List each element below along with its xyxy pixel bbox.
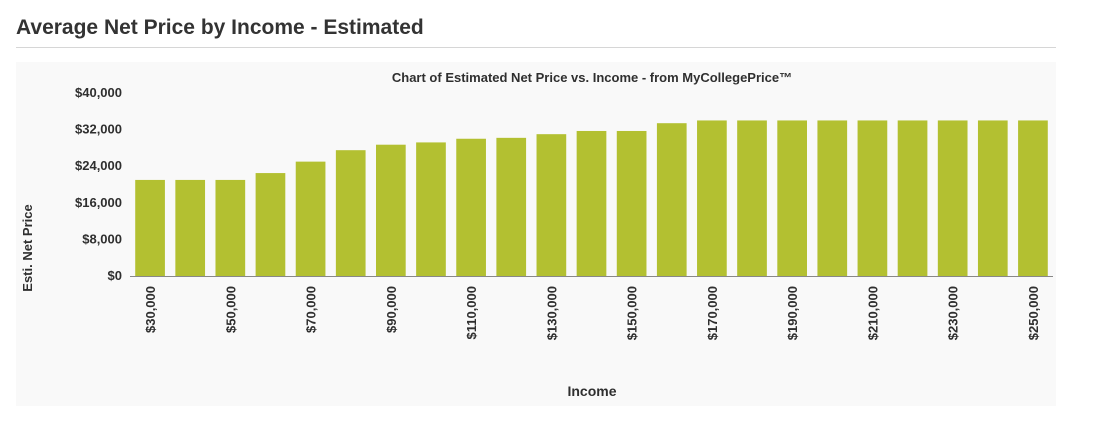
x-tick-label: $250,000 [1026, 286, 1041, 340]
bar [737, 120, 767, 276]
x-tick-label: $70,000 [304, 286, 319, 333]
bar [295, 161, 326, 276]
bar [576, 130, 607, 276]
bar [656, 123, 687, 276]
bar [215, 179, 246, 276]
bar [777, 120, 808, 276]
x-tick-label: $230,000 [946, 286, 961, 340]
y-tick-label: $0 [108, 268, 122, 283]
bar [416, 142, 446, 276]
bar [536, 134, 567, 276]
bar [375, 144, 406, 276]
bar [135, 179, 165, 276]
x-tick-label: $110,000 [464, 286, 479, 340]
y-tick-label: $8,000 [82, 231, 122, 246]
y-tick-label: $24,000 [75, 158, 122, 173]
x-tick-label: $90,000 [384, 286, 399, 333]
x-axis-label: Income [567, 383, 616, 399]
bar [817, 120, 848, 276]
x-tick-label: $30,000 [143, 286, 158, 333]
bar [456, 138, 486, 276]
page-title: Average Net Price by Income - Estimated [16, 16, 424, 39]
y-tick-label: $40,000 [75, 85, 122, 100]
title-divider [16, 47, 1056, 48]
net-price-chart: Chart of Estimated Net Price vs. Income … [20, 70, 1053, 399]
bar [897, 120, 928, 276]
bar [496, 137, 527, 276]
bar [857, 120, 888, 276]
chart-title: Chart of Estimated Net Price vs. Income … [392, 70, 792, 85]
y-tick-label: $32,000 [75, 122, 122, 137]
bar [977, 120, 1008, 276]
y-tick-label: $16,000 [75, 195, 122, 210]
x-tick-label: $210,000 [865, 286, 880, 340]
x-tick-label: $170,000 [705, 286, 720, 340]
y-axis-label: Esti. Net Price [20, 204, 35, 291]
bar [255, 173, 286, 276]
bar [697, 120, 727, 276]
x-tick-label: $190,000 [785, 286, 800, 340]
x-tick-label: $50,000 [223, 286, 238, 333]
x-tick-label: $130,000 [544, 286, 559, 340]
bar [175, 179, 206, 276]
x-tick-label: $150,000 [625, 286, 640, 340]
bar [335, 150, 366, 276]
bar [937, 120, 968, 276]
chart-panel: Chart of Estimated Net Price vs. Income … [16, 62, 1056, 406]
bar [616, 130, 647, 276]
bar [1018, 120, 1048, 276]
